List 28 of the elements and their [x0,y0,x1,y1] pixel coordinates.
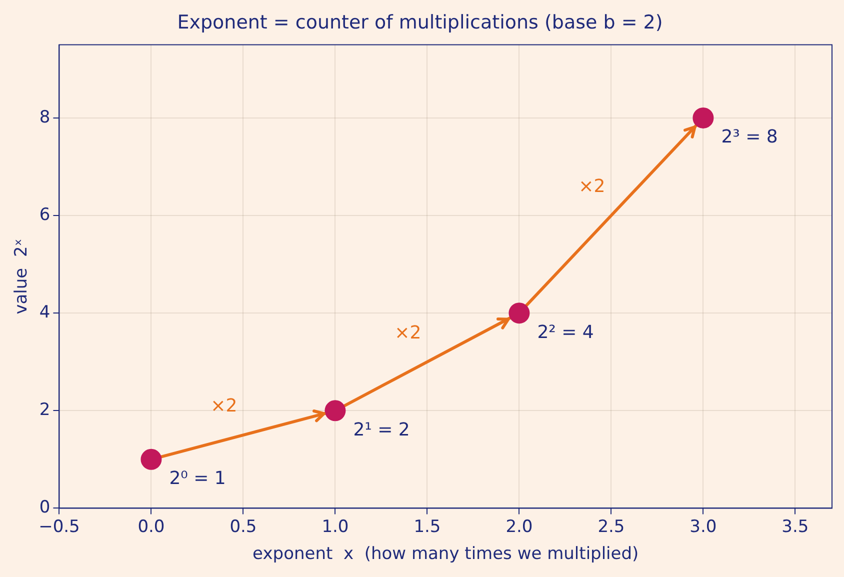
x-tick-label: 2.5 [598,516,625,537]
point [692,107,714,128]
x-tick-label: 3.5 [782,516,809,537]
x-tick-label: 0.5 [230,516,257,537]
point [324,400,346,422]
x-tick-label: 2.0 [506,516,533,537]
data-label: 2⁰ = 1 [169,468,226,490]
annotation: ×2 [210,396,238,417]
chart-title: Exponent = counter of multiplications (base b = 2) [177,11,663,34]
data-label: 2² = 4 [537,322,594,343]
data-label: 2³ = 8 [721,126,778,148]
annotation: ×2 [578,176,606,198]
x-tick-label: 0.0 [138,516,165,537]
x-tick-label: 1.0 [322,516,349,537]
point [140,448,162,470]
y-tick-label: 2 [39,400,50,420]
point [508,302,530,324]
y-axis-title: value 2ˣ [12,238,32,314]
y-tick-label: 6 [39,204,50,225]
data-label: 2¹ = 2 [353,419,410,440]
y-tick-label: 0 [39,498,50,518]
x-tick-label: −0.5 [38,516,80,537]
x-tick-label: 1.5 [414,516,441,537]
x-tick-label: 3.0 [690,516,717,537]
annotation: ×2 [394,322,422,344]
x-axis-title: exponent x (how many times we multiplied) [252,544,639,564]
y-tick-label: 4 [39,302,50,323]
y-tick-label: 8 [39,107,50,128]
